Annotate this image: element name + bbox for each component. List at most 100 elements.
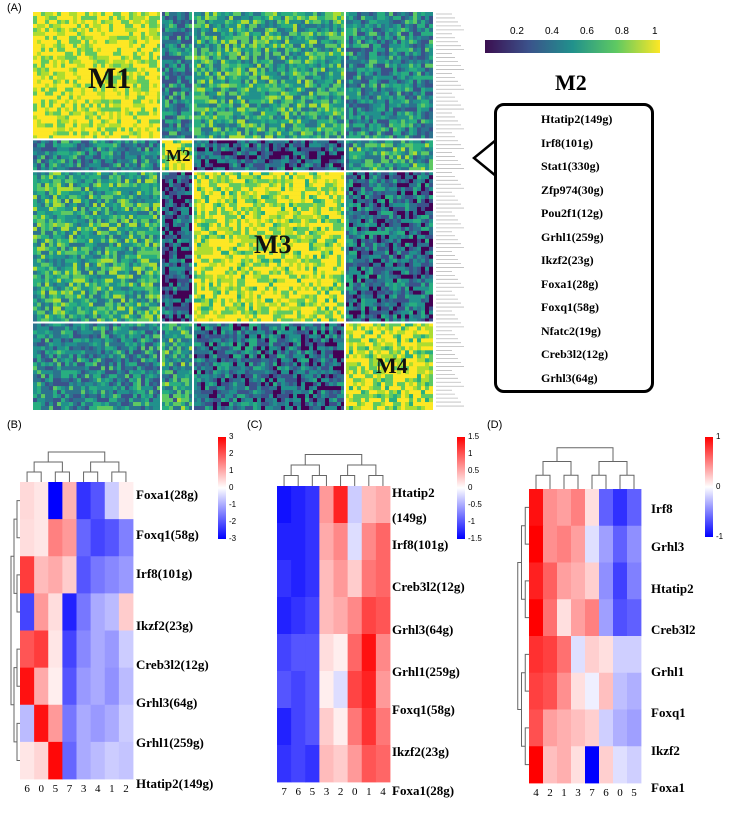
col-label-d: 7	[589, 787, 595, 799]
col-d-dendrogram-branch	[542, 461, 572, 476]
heatmap-cell-d	[571, 746, 586, 784]
heatmap-cell-c	[319, 671, 334, 709]
legend-tick-b: -2	[229, 517, 237, 526]
col-label-b: 2	[123, 783, 129, 795]
heatmap-cell-c	[347, 560, 363, 598]
heatmap-cell-d	[627, 672, 642, 710]
heatmap-cell-b	[62, 704, 77, 743]
m2-gene-item: Grhl1(259g)	[541, 229, 604, 244]
row-label-d: Irf8	[651, 501, 673, 516]
heatmap-cell-b	[118, 630, 134, 669]
row-d-dendrogram-branch	[524, 653, 529, 692]
col-label-b: 1	[109, 783, 115, 795]
m2-gene-item: Foxq1(58g)	[541, 300, 599, 314]
heatmap-cell-c	[319, 708, 334, 746]
heatmap-cell-b	[90, 630, 106, 669]
legend-colorbar-b	[218, 437, 226, 539]
heatmap-cell-b	[76, 482, 92, 520]
legend-tick-c: -0.5	[468, 500, 482, 509]
legend-tick-c: 1	[468, 449, 473, 458]
row-d-dendrogram-branch	[524, 727, 529, 766]
heatmap-cell-c	[361, 745, 377, 783]
col-b-dendrogram-branch	[47, 451, 106, 462]
heatmap-cell-b	[20, 741, 35, 780]
m2-gene-item: Foxa1(28g)	[541, 276, 599, 291]
heatmap-cell-c	[319, 523, 334, 561]
heatmap-cell-b	[104, 519, 120, 557]
heatmap-cell-d	[613, 636, 628, 674]
heatmap-cell-b	[90, 482, 106, 520]
colorbar-tick: 0.6	[580, 26, 594, 37]
heatmap-cell-b	[34, 667, 49, 706]
m2-gene-item: Irf8(101g)	[541, 135, 593, 150]
heatmap-cell-b	[90, 704, 106, 743]
col-label-d: 3	[575, 787, 581, 799]
row-label-c: Htatip2	[392, 485, 435, 500]
heatmap-cell-d	[627, 599, 642, 637]
row-b-dendrogram-branch	[10, 555, 14, 706]
heatmap-cell-c	[305, 634, 320, 672]
heatmap-cell-d	[543, 709, 558, 747]
row-label-d: Grhl1	[651, 664, 685, 679]
legend-tick-c: 0	[468, 483, 473, 492]
heatmap-cell-b	[104, 556, 120, 594]
heatmap-cell-c	[277, 486, 292, 524]
heatmap-cell-d	[529, 636, 544, 674]
heatmap-cell-b	[20, 667, 35, 706]
col-label-b: 4	[94, 783, 101, 795]
heatmap-cell-c	[333, 745, 349, 783]
legend-tick-c: 0.5	[468, 466, 480, 475]
m2-gene-box	[494, 103, 654, 393]
legend-tick-b: 0	[229, 483, 234, 492]
col-label-d: 0	[617, 787, 623, 799]
heatmap-cell-b	[62, 630, 77, 669]
heatmap-cell-c	[361, 523, 377, 561]
heatmap-cell-d	[585, 672, 600, 710]
heatmap-cell-d	[571, 599, 586, 637]
heatmap-cell-b	[34, 593, 49, 631]
heatmap-cell-b	[20, 482, 35, 520]
heatmap-cell-c	[333, 523, 349, 561]
row-b-dendrogram-branch	[16, 648, 20, 687]
heatmap-cell-b	[104, 630, 120, 669]
col-b-dendrogram-branch	[33, 461, 63, 472]
heatmap-cell-c	[375, 560, 391, 598]
heatmap-cell-c	[333, 671, 349, 709]
heatmap-cell-b	[76, 593, 92, 631]
heatmap-cell-d	[613, 746, 628, 784]
heatmap-cell-c	[277, 597, 292, 635]
col-c-dendrogram-branch	[290, 464, 320, 476]
legend-tick-d: 1	[716, 432, 721, 441]
heatmap-cell-d	[585, 599, 600, 637]
legend-tick-b: -1	[229, 500, 237, 509]
heatmap-cell-d	[543, 525, 558, 563]
heatmap-cell-d	[571, 489, 586, 527]
col-c-dendrogram-branch	[311, 475, 327, 486]
heatmap-cell-d	[529, 746, 544, 784]
panel-label-c: (C)	[247, 419, 263, 431]
row-label-d: Creb3l2	[651, 622, 696, 637]
heatmap-cell-d	[543, 599, 558, 637]
colorbar-tick: 0.4	[545, 26, 559, 37]
heatmap-cell-c	[375, 486, 391, 524]
row-label-b: Ikzf2(23g)	[136, 618, 194, 633]
colorbar-tick: 0.8	[615, 26, 629, 37]
heatmap-cell-d	[557, 525, 572, 563]
heatmap-cell-d	[599, 525, 614, 563]
col-label-b: 6	[24, 783, 30, 795]
m2-gene-item: Grhl3(64g)	[541, 370, 598, 385]
heatmap-cell-d	[543, 489, 558, 527]
heatmap-cell-c	[291, 708, 306, 746]
heatmap-cell-d	[529, 525, 544, 563]
heatmap-cell-b	[62, 667, 77, 706]
heatmap-cell-d	[585, 746, 600, 784]
col-b-dendrogram-branch	[90, 461, 120, 472]
col-d-dendrogram-branch	[598, 461, 628, 476]
heatmap-cell-c	[277, 708, 292, 746]
heatmap-cell-d	[529, 709, 544, 747]
heatmap-cell-b	[34, 630, 49, 669]
heatmap-cell-d	[557, 709, 572, 747]
col-b-dendrogram-branch	[111, 471, 127, 482]
legend-tick-b: 3	[229, 432, 234, 441]
heatmap-cell-b	[90, 741, 106, 780]
